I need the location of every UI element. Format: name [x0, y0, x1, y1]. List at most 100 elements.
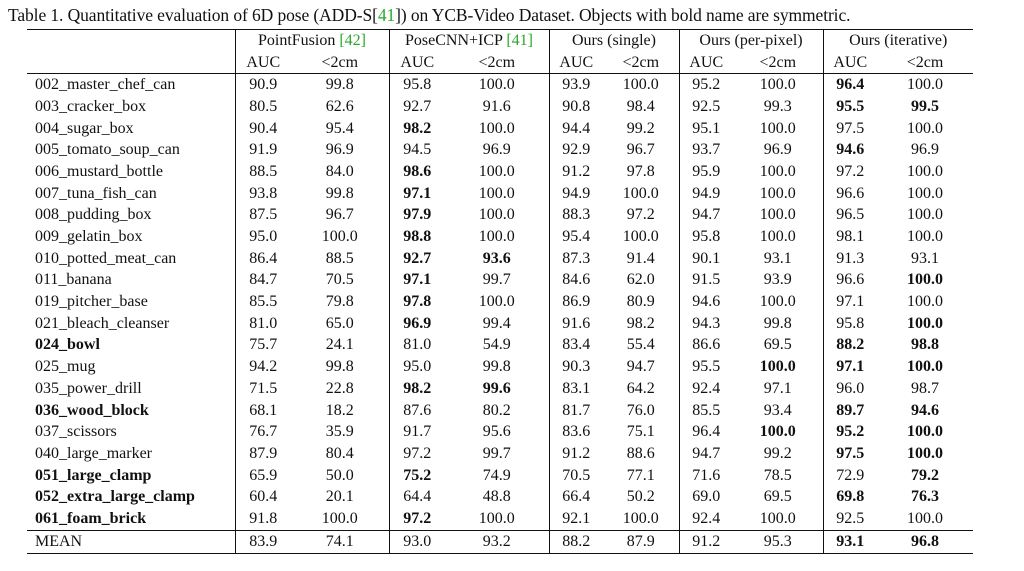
- value-cell: 83.4: [548, 334, 603, 357]
- value-cell: 88.6: [626, 444, 655, 462]
- method-name: Ours (single): [572, 31, 656, 49]
- value-cell: 98.8: [388, 226, 445, 248]
- value-cell: 94.2: [234, 356, 291, 378]
- value-cell: 22.8: [325, 379, 354, 397]
- value-cell: 91.2: [548, 161, 603, 183]
- value-cell: 81.0: [388, 334, 445, 357]
- value-cell: 100.0: [478, 228, 515, 246]
- method-citation-link[interactable]: [42]: [339, 31, 366, 49]
- table-row: 006_mustard_bottle 88.5 84.0 98.6 100.0 91.2 9…: [27, 161, 973, 183]
- object-name: 036_wood_block: [35, 401, 149, 419]
- value-cell: 54.9: [482, 336, 511, 354]
- value-cell: 96.9: [388, 312, 445, 335]
- value-cell: 97.5: [822, 117, 877, 140]
- lt2cm-header: <2cm: [733, 51, 823, 75]
- value-cell: 93.1: [822, 529, 877, 554]
- value-cell: 100.0: [759, 293, 796, 311]
- value-cell: 78.5: [763, 466, 792, 484]
- value-cell: 91.2: [678, 529, 733, 554]
- value-cell: 84.0: [325, 162, 354, 180]
- table-row: 010_potted_meat_can 86.4 88.5 92.7 93.6 87.3 9…: [27, 247, 973, 270]
- value-cell: 84.7: [234, 269, 291, 292]
- value-cell: 85.5: [234, 291, 291, 313]
- value-cell: 91.7: [388, 421, 445, 444]
- value-cell: 93.6: [482, 249, 511, 267]
- value-cell: 100.0: [478, 206, 515, 224]
- value-cell: 95.5: [822, 96, 877, 118]
- value-cell: 100.0: [759, 358, 796, 376]
- value-cell: 35.9: [325, 423, 354, 441]
- method-header: Ours (per-pixel): [678, 28, 823, 52]
- value-cell: 100.0: [622, 509, 659, 527]
- value-cell: 99.8: [763, 314, 792, 332]
- value-cell: 97.2: [822, 161, 877, 183]
- value-cell: 100.0: [907, 509, 943, 527]
- lt2cm-header: <2cm: [603, 51, 679, 75]
- value-cell: 94.4: [548, 117, 603, 140]
- value-cell: 96.9: [325, 141, 354, 159]
- value-cell: 95.8: [678, 226, 733, 248]
- table-row: 009_gelatin_box 95.0 100.0 98.8 100.0 95.4 100…: [27, 226, 973, 248]
- value-cell: 86.9: [548, 291, 603, 313]
- value-cell: 94.7: [678, 204, 733, 227]
- caption-citation-link[interactable]: 41: [377, 5, 396, 25]
- table-row: 021_bleach_cleanser 81.0 65.0 96.9 99.4 91.6 9…: [27, 312, 973, 335]
- value-cell: 98.1: [822, 226, 877, 248]
- results-table-body: PointFusion [42] PoseCNN+ICP [41] Ours (si…: [27, 28, 973, 554]
- value-cell: 97.1: [763, 379, 792, 397]
- value-cell: 100.0: [759, 206, 796, 224]
- caption-suffix: ]) on YCB-Video Dataset. Objects with bo…: [395, 5, 851, 25]
- value-cell: 83.6: [548, 421, 603, 444]
- value-cell: 93.1: [911, 249, 939, 267]
- method-citation-link[interactable]: [41]: [506, 31, 533, 49]
- value-cell: 90.9: [234, 73, 291, 97]
- value-cell: 95.0: [234, 226, 291, 248]
- value-cell: 79.8: [325, 293, 354, 311]
- value-cell: 93.9: [763, 271, 792, 289]
- auc-header: AUC: [234, 51, 291, 75]
- value-cell: 97.1: [822, 291, 877, 313]
- value-cell: 92.4: [678, 508, 733, 531]
- method-name: Ours (iterative): [849, 31, 948, 49]
- value-cell: 99.2: [626, 119, 655, 137]
- value-cell: 69.5: [763, 488, 792, 506]
- value-cell: 71.6: [678, 464, 733, 487]
- value-cell: 62.6: [325, 97, 354, 115]
- value-cell: 100.0: [759, 162, 796, 180]
- value-cell: 92.1: [548, 508, 603, 531]
- value-cell: 91.5: [678, 269, 733, 292]
- method-name: PoseCNN+ICP: [405, 31, 507, 49]
- value-cell: 48.8: [482, 488, 511, 506]
- mean-row: MEAN 83.9 74.1 93.0 93.2 88.2 87.9 91.2 95.3 93.1…: [27, 529, 973, 554]
- value-cell: 94.7: [626, 358, 655, 376]
- value-cell: 69.0: [678, 486, 733, 509]
- value-cell: 99.3: [763, 97, 792, 115]
- value-cell: 80.9: [626, 293, 655, 311]
- value-cell: 100.0: [759, 184, 796, 202]
- value-cell: 75.2: [388, 464, 445, 487]
- value-cell: 100.0: [907, 76, 943, 94]
- value-cell: 77.1: [626, 466, 655, 484]
- value-cell: 86.4: [234, 247, 291, 270]
- value-cell: 93.2: [445, 529, 549, 554]
- value-cell: 81.7: [548, 399, 603, 422]
- value-cell: 94.3: [678, 312, 733, 335]
- value-cell: 96.4: [678, 421, 733, 444]
- value-cell: 98.2: [626, 314, 655, 332]
- value-cell: 50.2: [626, 488, 655, 506]
- method-name: PointFusion: [257, 31, 340, 49]
- value-cell: 66.4: [548, 486, 603, 509]
- value-cell: 76.0: [626, 401, 655, 419]
- value-cell: 87.5: [234, 204, 291, 227]
- value-cell: 94.6: [911, 401, 939, 419]
- method-header-row: PointFusion [42] PoseCNN+ICP [41] Ours (si…: [27, 28, 973, 52]
- value-cell: 99.7: [482, 444, 511, 462]
- value-cell: 94.9: [678, 182, 733, 205]
- table-row: 007_tuna_fish_can 93.8 99.8 97.1 100.0 94.9 10…: [27, 182, 973, 205]
- object-name: 025_mug: [35, 358, 96, 376]
- value-cell: 70.5: [548, 464, 603, 487]
- value-cell: 68.1: [234, 399, 291, 422]
- value-cell: 87.9: [234, 443, 291, 465]
- value-cell: 85.5: [678, 399, 733, 422]
- table-row: 008_pudding_box 87.5 96.7 97.9 100.0 88.3 97.2…: [27, 204, 973, 227]
